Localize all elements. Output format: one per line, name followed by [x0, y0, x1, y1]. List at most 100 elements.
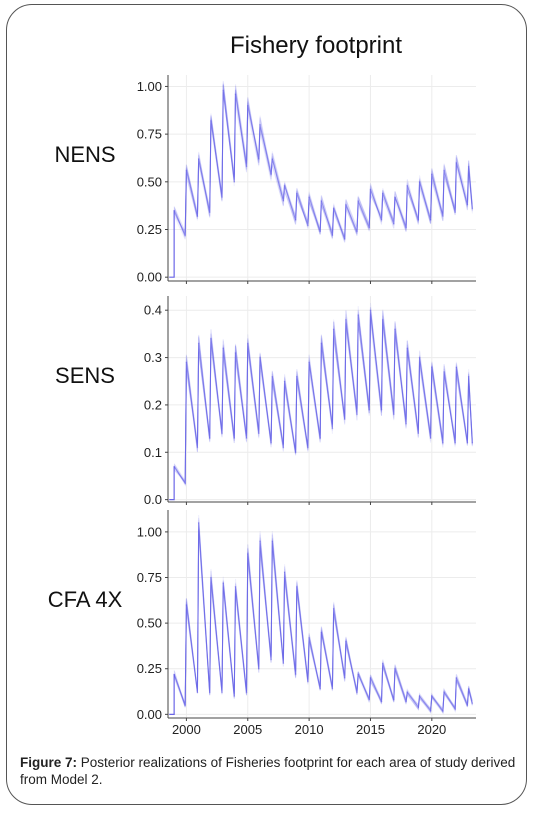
data-point — [431, 173, 433, 175]
x-tick-label: 2000 — [172, 722, 201, 737]
data-point — [343, 238, 346, 240]
y-tick-label: 0.0 — [144, 492, 162, 507]
data-point — [392, 222, 395, 225]
y-tick-label: 0.2 — [144, 397, 162, 412]
data-point — [466, 704, 469, 707]
data-point — [197, 521, 200, 524]
y-tick-label: 0.25 — [137, 661, 162, 676]
posterior-realization-line — [173, 518, 473, 715]
y-tick-label: 0.00 — [137, 707, 162, 722]
data-point — [258, 667, 260, 670]
posterior-realization-line — [173, 310, 473, 482]
data-point — [454, 442, 456, 444]
data-point — [308, 196, 310, 198]
data-point — [394, 667, 396, 670]
data-point — [319, 688, 321, 690]
posterior-realization-line — [173, 83, 473, 240]
data-point — [467, 688, 470, 690]
data-point — [357, 314, 359, 316]
data-point — [343, 418, 346, 420]
data-point — [369, 188, 372, 191]
data-point — [208, 437, 211, 439]
data-point — [184, 234, 186, 237]
data-point — [234, 585, 237, 588]
data-point — [196, 215, 199, 217]
data-point — [345, 203, 347, 206]
data-point — [466, 442, 469, 444]
data-point — [184, 704, 186, 707]
data-point — [233, 181, 236, 183]
data-point — [210, 337, 212, 340]
data-point — [222, 582, 225, 584]
data-point — [184, 482, 186, 484]
data-point — [296, 585, 298, 588]
data-point — [443, 691, 445, 694]
data-point — [233, 695, 236, 697]
data-point — [381, 662, 384, 665]
data-point — [431, 695, 433, 697]
posterior-realization-line — [173, 80, 473, 241]
data-point — [368, 226, 371, 229]
data-point — [196, 446, 199, 449]
y-tick-label: 0.1 — [144, 445, 162, 460]
data-point — [368, 408, 371, 411]
data-point — [258, 158, 260, 160]
posterior-realization-line — [173, 85, 473, 241]
data-point — [246, 552, 249, 555]
data-point — [197, 342, 200, 345]
y-tick-label: 1.00 — [137, 79, 162, 94]
y-tick-label: 0.4 — [144, 303, 162, 318]
series-initial-line — [169, 466, 175, 501]
x-tick-label: 2015 — [356, 722, 385, 737]
data-point — [185, 169, 188, 172]
data-point — [173, 209, 175, 212]
posterior-realization-line — [173, 514, 473, 713]
data-point — [271, 375, 274, 378]
data-point — [405, 700, 407, 703]
data-point — [208, 211, 211, 214]
data-point — [294, 673, 297, 676]
data-point — [246, 104, 249, 107]
posterior-realization-line — [173, 529, 473, 715]
data-point — [455, 161, 458, 164]
data-point — [258, 432, 260, 435]
posterior-realization-line — [173, 314, 473, 484]
data-point — [259, 540, 261, 542]
data-point — [406, 184, 409, 187]
data-point — [282, 200, 285, 202]
data-point — [259, 356, 261, 359]
posterior-realization-line — [173, 84, 473, 239]
posterior-realization-line — [173, 309, 473, 486]
data-point — [343, 677, 346, 679]
posterior-realization-line — [173, 85, 473, 237]
data-point — [443, 370, 445, 373]
series-initial-line — [169, 210, 175, 278]
data-point — [210, 576, 212, 579]
data-point — [368, 698, 371, 701]
data-point — [392, 413, 395, 416]
data-point — [234, 93, 237, 95]
y-tick-label: 0.25 — [137, 222, 162, 237]
data-point — [282, 446, 285, 449]
caption-label: Figure 7: — [20, 755, 78, 770]
posterior-realization-line — [173, 527, 473, 715]
posterior-realization-line — [173, 313, 473, 482]
figure-title: Fishery footprint — [230, 32, 402, 59]
caption-text: Posterior realizations of Fisheries foot… — [20, 755, 516, 787]
y-tick-label: 0.50 — [137, 174, 162, 189]
data-point — [380, 700, 383, 703]
posterior-realization-line — [173, 311, 473, 485]
data-point — [332, 328, 335, 330]
data-point — [429, 437, 432, 439]
y-tick-label: 0.3 — [144, 350, 162, 365]
panel-0: 0.00 0.25 0.50 0.75 1.00 NENS — [54, 75, 476, 285]
data-point — [471, 207, 474, 210]
data-point — [259, 123, 261, 126]
data-point — [320, 631, 323, 634]
data-point — [222, 89, 225, 92]
series-initial-line — [169, 674, 175, 715]
data-point — [331, 427, 334, 430]
data-point — [270, 173, 272, 175]
data-point — [455, 366, 458, 368]
